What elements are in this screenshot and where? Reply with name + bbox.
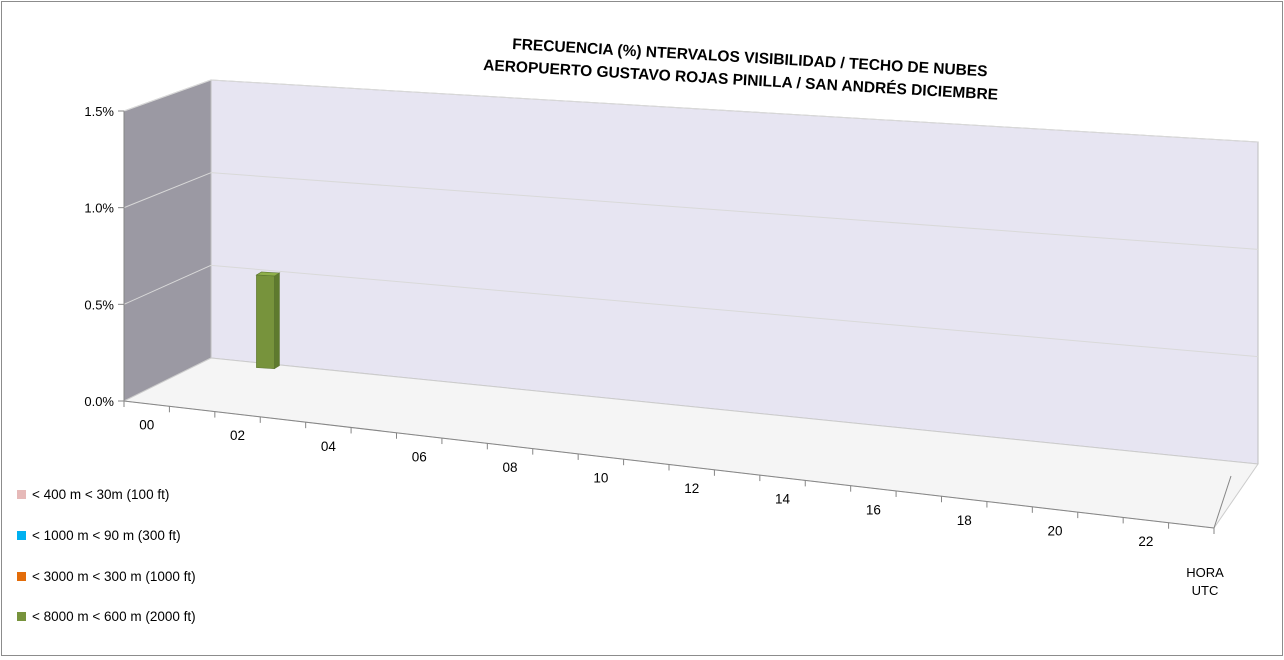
y-tick-label: 1.0%: [84, 201, 114, 216]
y-ticks: 0.0% 0.5% 1.0% 1.5%: [84, 104, 124, 409]
legend-label: < 1000 m < 90 m (300 ft): [32, 528, 181, 543]
legend-swatch: [17, 572, 26, 581]
bar-side: [274, 272, 280, 370]
x-tick-label: 08: [503, 460, 518, 475]
legend-swatch: [17, 490, 26, 499]
side-wall: [123, 79, 212, 402]
y-tick-label: 0.5%: [84, 297, 114, 312]
x-axis-title-line-2: UTC: [1192, 583, 1219, 598]
x-tick-label: 00: [139, 418, 154, 433]
legend-item: < 400 m < 30m (100 ft): [17, 487, 169, 502]
legend-item: < 8000 m < 600 m (2000 ft): [17, 609, 196, 624]
x-ticks: 00 02 04 06 08 10 12 14 16 18 20 22: [123, 401, 1215, 549]
legend-item: < 3000 m < 300 m (1000 ft): [17, 569, 196, 584]
gridline: [123, 172, 212, 209]
gridline: [123, 264, 212, 305]
bar-top: [255, 271, 281, 277]
x-tick-label: 16: [866, 502, 881, 517]
legend-item: < 1000 m < 90 m (300 ft): [17, 528, 181, 543]
legend-label: < 3000 m < 300 m (1000 ft): [32, 569, 196, 584]
gridlines: [123, 79, 1259, 358]
x-tick-label: 20: [1048, 523, 1063, 538]
x-tick-label: 04: [321, 439, 337, 454]
x-tick-label: 22: [1138, 534, 1153, 549]
x-tick-label: 18: [957, 513, 972, 528]
gridline: [210, 79, 1259, 143]
gridline: [210, 264, 1259, 358]
x-tick-label: 14: [775, 492, 791, 507]
depth-axis-line: [1213, 475, 1232, 529]
bars: [255, 271, 281, 370]
legend-swatch: [17, 531, 26, 540]
x-tick-label: 12: [684, 481, 699, 496]
gridline: [210, 172, 1259, 250]
legend-swatch: [17, 612, 26, 621]
gridline: [123, 79, 212, 112]
y-tick-label: 1.5%: [84, 104, 114, 119]
x-tick-label: 06: [412, 449, 427, 464]
x-axis-title-line-1: HORA: [1186, 565, 1224, 580]
legend-label: < 8000 m < 600 m (2000 ft): [32, 609, 196, 624]
legend: < 400 m < 30m (100 ft) < 1000 m < 90 m (…: [17, 487, 196, 624]
bar-front: [256, 274, 275, 369]
legend-label: < 400 m < 30m (100 ft): [32, 487, 169, 502]
x-tick-label: 10: [593, 471, 608, 486]
x-tick-label: 02: [230, 428, 245, 443]
y-tick-label: 0.0%: [84, 394, 114, 409]
